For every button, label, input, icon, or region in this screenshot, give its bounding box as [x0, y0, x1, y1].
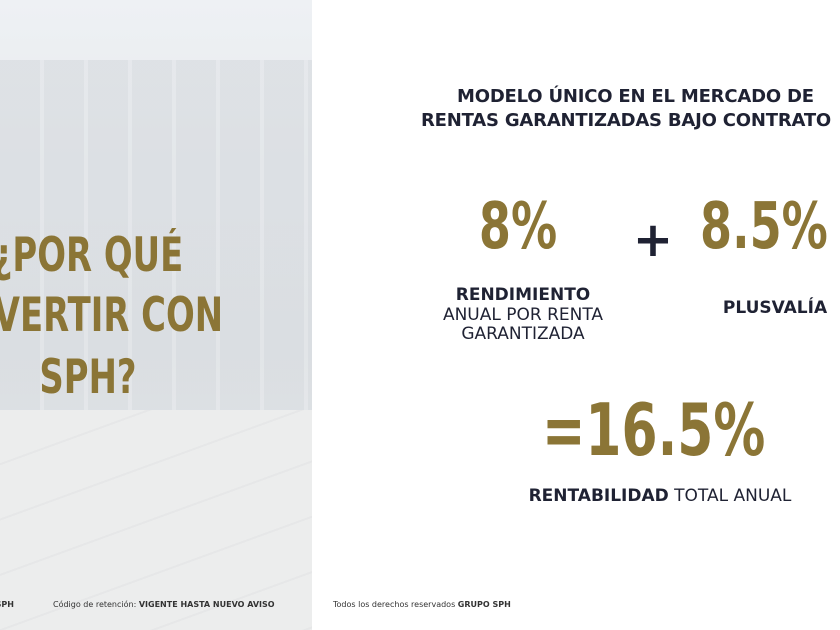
footer-rights: Todos los derechos reservados GRUPO SPH: [333, 600, 511, 609]
ground-image: [0, 410, 312, 630]
heading-line: RENTAS GARANTIZADAS BAJO CONTRATO: [421, 110, 832, 131]
metric-value: 8%: [478, 190, 558, 264]
title-line: SPH?: [39, 350, 137, 405]
title-line: INVERTIR CON: [0, 288, 224, 343]
result-label-rest: TOTAL ANUAL: [674, 486, 792, 506]
result-label-bold: RENTABILIDAD: [528, 486, 669, 506]
title-line: ¿POR QUÉ: [0, 228, 184, 283]
heading-line: MODELO ÚNICO EN EL MERCADO DE: [457, 86, 814, 107]
building-image: [0, 60, 312, 410]
footer-text: Código de retención:: [53, 600, 137, 609]
footer-text-bold: VIGENTE HASTA NUEVO AVISO: [138, 600, 275, 609]
result-label: RENTABILIDAD TOTAL ANUAL: [460, 486, 840, 506]
metric-value: 8.5%: [700, 190, 828, 264]
result-value: =16.5%: [542, 388, 766, 472]
metric-label: RENDIMIENTO: [455, 285, 591, 305]
metric-label: PLUSVALÍA: [722, 298, 828, 318]
footer-text: Todos los derechos reservados: [333, 600, 456, 609]
footer-brand: GRUPO SPH: [0, 600, 14, 609]
footer-retention: Código de retención: VIGENTE HASTA NUEVO…: [53, 600, 275, 609]
metric-label: ANUAL POR RENTA: [442, 305, 604, 325]
photo-panel: ¿POR QUÉ INVERTIR CON SPH?: [0, 0, 312, 630]
operator: +: [632, 212, 674, 268]
metric-label: GARANTIZADA: [461, 324, 585, 344]
footer-text-bold: GRUPO SPH: [457, 600, 511, 609]
